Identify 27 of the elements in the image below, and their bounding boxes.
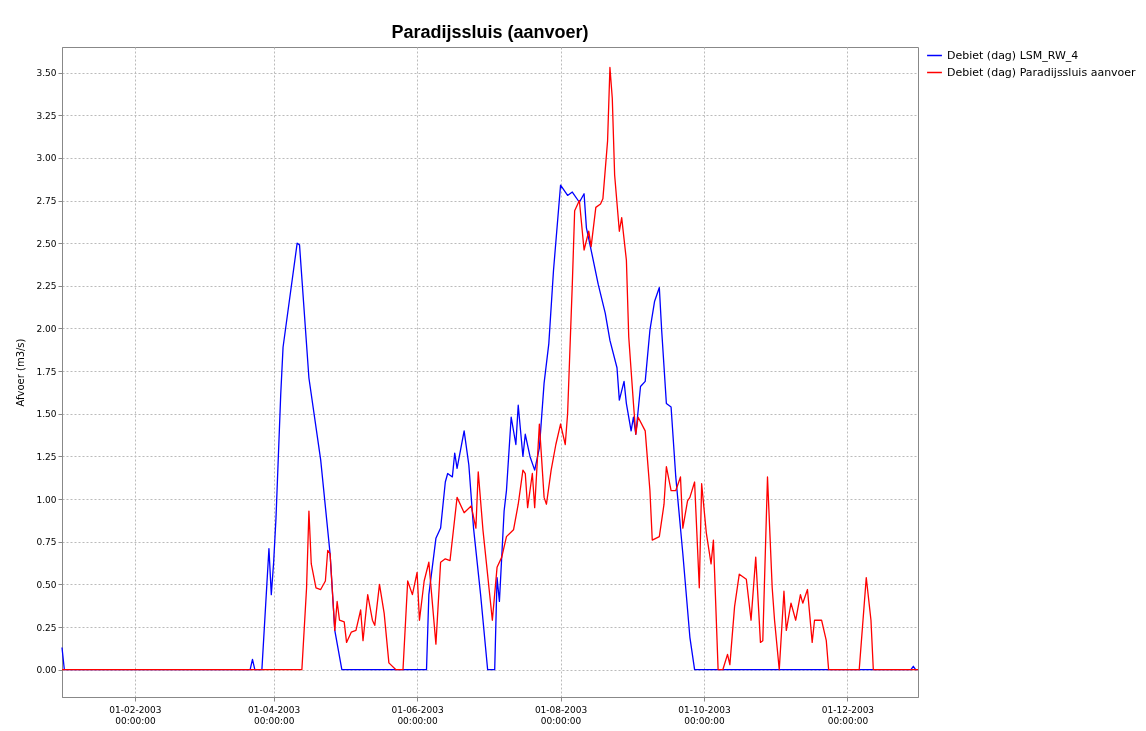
y-tick-label: 1.25 <box>36 451 57 462</box>
legend-label: Debiet (dag) Paradijssluis aanvoer <box>947 65 1137 79</box>
y-tick-label: 1.00 <box>36 494 57 505</box>
y-tick-label: 3.25 <box>36 110 57 121</box>
y-tick-label: 0.25 <box>36 622 57 633</box>
y-tick-label: 0.50 <box>36 579 57 590</box>
y-tick-label: 3.50 <box>36 68 57 79</box>
chart-title: Paradijssluis (aanvoer) <box>391 22 589 42</box>
x-tick-label: 01-04-2003 00:00:00 <box>247 704 301 726</box>
x-tick-label: 01-06-2003 00:00:00 <box>391 704 444 726</box>
y-tick-label: 0.00 <box>36 665 57 676</box>
x-tick-label: 01-12-2003 00:00:00 <box>821 704 875 726</box>
y-tick-label: 0.75 <box>36 537 57 548</box>
y-tick-label: 2.50 <box>36 238 57 249</box>
y-tick-label: 2.75 <box>36 196 57 207</box>
line-series <box>61 66 919 671</box>
x-tick-label: 01-02-2003 00:00:00 <box>109 704 162 726</box>
y-tick-label: 1.75 <box>36 366 57 377</box>
y-axis-title: Afvoer (m3/s) <box>15 338 27 407</box>
y-tick-label: 3.00 <box>36 153 57 164</box>
legend-label: Debiet (dag) LSM_RW_4 <box>947 48 1079 62</box>
x-tick-label: 01-10-2003 00:00:00 <box>678 704 731 726</box>
x-tick-label: 01-08-2003 00:00:00 <box>534 704 588 726</box>
y-tick-label: 2.00 <box>36 324 57 334</box>
y-tick-label: 2.25 <box>36 281 57 292</box>
line-series <box>61 184 919 671</box>
y-tick-label: 1.50 <box>36 409 57 420</box>
